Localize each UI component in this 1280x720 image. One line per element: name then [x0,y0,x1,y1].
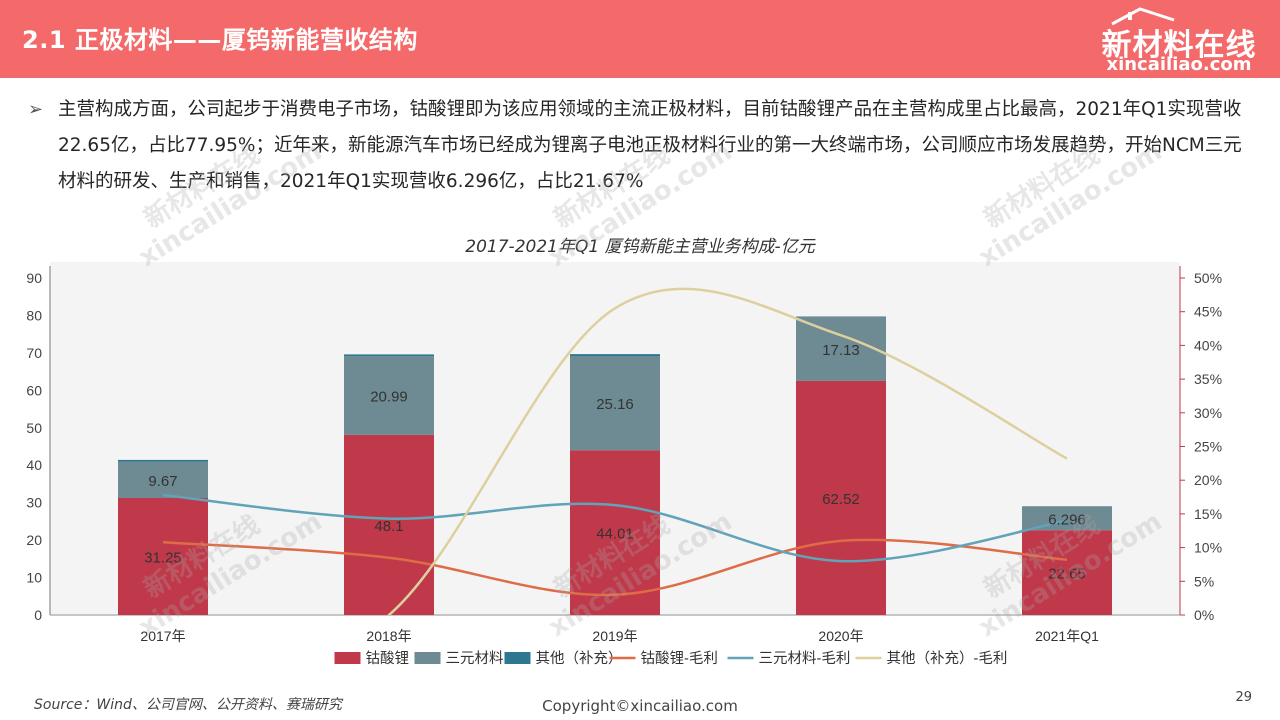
line-other-margin [386,287,1068,615]
source-note: Source：Wind、公司官网、公开资料、赛瑞研究 [34,697,342,713]
bar-other [344,354,434,357]
y-tick-label: 40 [26,457,42,473]
arrow-bullet-icon: ➢ [28,99,44,120]
line-ncm-margin [162,493,1068,563]
bar-data-label: 25.16 [596,396,634,413]
header-bar: 2.1 正极材料——厦钨新能营收结构 新材料在线 xincailiao.com [0,0,1280,78]
line-licoo2-margin [162,538,1068,597]
x-tick-label: 2020年 [818,628,863,644]
y-tick-label: 50 [26,420,42,436]
y2-tick-label: 45% [1194,304,1222,320]
bar-data-label: 48.1 [374,518,403,535]
chart-title: 2017-2021年Q1 厦钨新能主营业务构成-亿元 [465,237,815,257]
legend-swatch [504,652,531,664]
bar-data-label: 22.65 [1048,566,1086,583]
bar-data-label: 9.67 [148,473,177,490]
bar-data-label: 17.13 [822,342,860,359]
bar-ncm [796,316,886,381]
logo-roof-icon [1111,7,1175,26]
bar-licoo2 [796,380,886,615]
legend-label: 三元材料-毛利 [759,650,851,667]
y2-tick-label: 10% [1194,540,1222,556]
y-tick-label: 70 [26,345,42,361]
bar-ncm [344,356,434,435]
y2-tick-label: 15% [1194,506,1222,522]
bar-data-label: 44.01 [596,526,634,543]
y2-tick-label: 40% [1194,337,1222,353]
bar-licoo2 [570,450,660,615]
bar-licoo2 [1022,530,1112,615]
y-tick-label: 60 [26,382,42,398]
bar-other [118,459,208,462]
y2-tick-label: 30% [1194,405,1222,421]
page-number: 29 [1235,690,1252,705]
legend-swatch [414,652,441,664]
y-tick-label: 30 [26,495,42,511]
page-title: 2.1 正极材料——厦钨新能营收结构 [22,26,418,54]
bar-ncm [570,355,660,451]
summary-text: 主营构成方面，公司起步于消费电子市场，钴酸锂即为该应用领域的主流正极材料，目前钴… [58,99,1242,192]
y2-tick-label: 0% [1194,607,1214,623]
legend-label: 钴酸锂 [366,650,410,667]
bar-data-label: 6.296 [1048,511,1086,528]
y2-tick-label: 50% [1194,270,1222,286]
x-tick-label: 2018年 [366,628,411,644]
bar-other [570,354,660,356]
y2-tick-label: 20% [1194,472,1222,488]
bar-ncm [118,461,208,498]
y2-tick-label: 5% [1194,573,1214,589]
logo-text-cn: 新材料在线 [1101,28,1257,63]
bar-licoo2 [118,497,208,615]
bar-licoo2 [344,434,434,615]
bar-ncm [1022,506,1112,531]
x-tick-label: 2021年Q1 [1035,628,1099,644]
bar-data-label: 62.52 [822,491,860,508]
legend-swatch [334,652,361,664]
y2-tick-label: 25% [1194,439,1222,455]
y2-tick-label: 35% [1194,371,1222,387]
brand-logo: 新材料在线 xincailiao.com [1094,6,1264,75]
y-tick-label: 80 [26,307,42,323]
bar-data-label: 31.25 [144,549,182,566]
y-tick-label: 20 [26,532,42,548]
y-tick-label: 10 [26,570,42,586]
y-tick-label: 0 [34,607,42,623]
copyright-text: Copyright©xincailiao.com [542,697,738,715]
legend-label: 其他（补充）-毛利 [887,650,1008,667]
legend-label: 钴酸锂-毛利 [641,650,718,667]
legend-label: 其他（补充） [536,650,623,667]
bar-data-label: 20.99 [370,389,408,406]
y-tick-label: 90 [26,270,42,286]
logo-text-en: xincailiao.com [1106,54,1252,75]
legend-label: 三元材料 [446,650,504,667]
x-tick-label: 2019年 [592,628,637,644]
x-tick-label: 2017年 [140,628,185,644]
